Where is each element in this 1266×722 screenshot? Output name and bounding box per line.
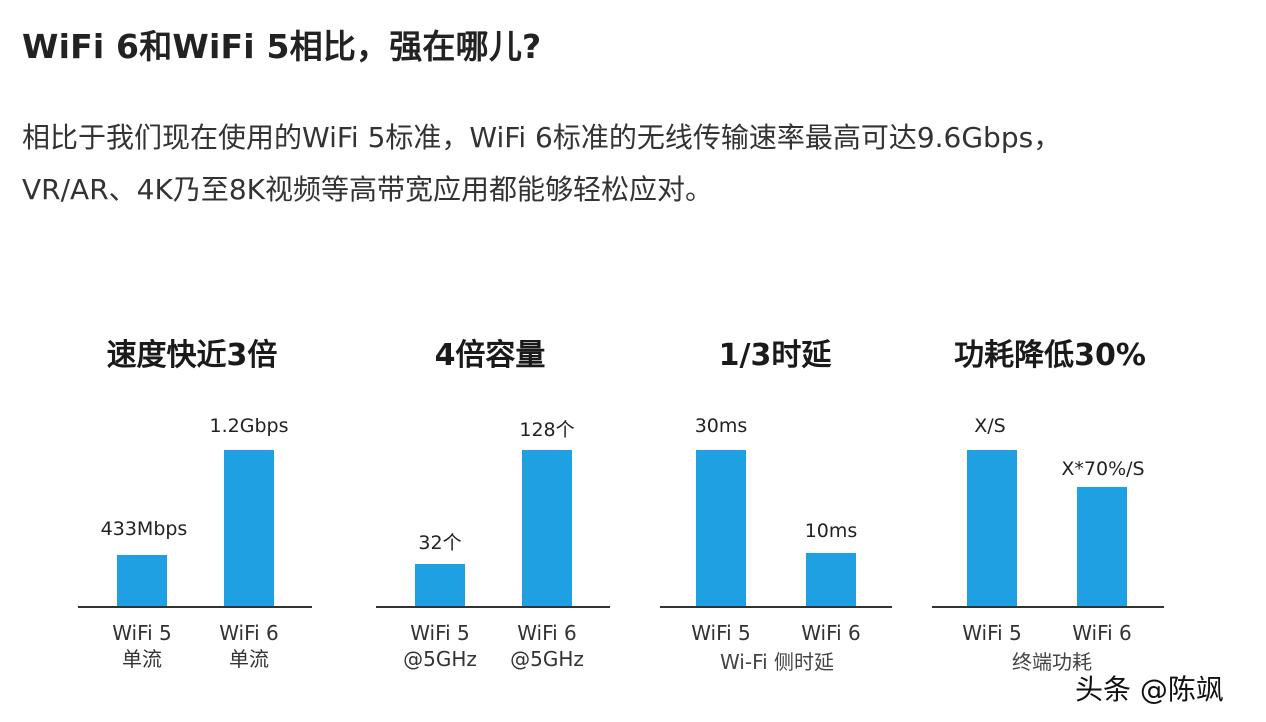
- category-label: WiFi 6: [219, 621, 279, 645]
- data-label: 433Mbps: [100, 518, 188, 540]
- bar-wifi6: [806, 553, 856, 606]
- x-axis: [932, 606, 1164, 608]
- category-sublabel: 单流: [122, 647, 162, 671]
- bar-wifi5: [415, 564, 465, 606]
- chart-speed: 速度快近3倍 433Mbps 1.2Gbps WiFi 5 单流 WiFi 6 …: [62, 330, 322, 690]
- data-label: 1.2Gbps: [209, 415, 289, 437]
- bar-wifi5: [117, 555, 167, 606]
- x-axis: [376, 606, 610, 608]
- bar-wifi6: [1077, 487, 1127, 606]
- category-label: WiFi 5: [410, 621, 470, 645]
- category-sublabel: @5GHz: [510, 647, 584, 671]
- data-label: 10ms: [804, 520, 858, 542]
- intro-paragraph: 相比于我们现在使用的WiFi 5标准，WiFi 6标准的无线传输速率最高可达9.…: [22, 112, 1222, 216]
- x-axis: [660, 606, 892, 608]
- category-sublabel: @5GHz: [403, 647, 477, 671]
- data-label: X*70%/S: [1061, 458, 1145, 480]
- paragraph-line-2: VR/AR、4K乃至8K视频等高带宽应用都能够轻松应对。: [22, 173, 714, 206]
- chart-title: 1/3时延: [718, 338, 832, 373]
- x-axis: [78, 606, 312, 608]
- bar-wifi5: [967, 450, 1017, 606]
- chart-capacity: 4倍容量 32个 128个 WiFi 5 @5GHz WiFi 6 @5GHz: [360, 330, 620, 690]
- data-label: 30ms: [694, 415, 748, 437]
- paragraph-line-1: 相比于我们现在使用的WiFi 5标准，WiFi 6标准的无线传输速率最高可达9.…: [22, 121, 1062, 154]
- bar-wifi5: [696, 450, 746, 606]
- data-label: 128个: [519, 419, 575, 441]
- data-label: 32个: [418, 532, 462, 554]
- chart-title: 4倍容量: [434, 338, 546, 373]
- watermark: 头条 @陈飒: [1075, 673, 1224, 706]
- chart-title: 速度快近3倍: [106, 338, 278, 373]
- chart-power: 功耗降低30% X/S X*70%/S WiFi 5 WiFi 6 终端功耗: [920, 330, 1180, 690]
- category-label: WiFi 6: [517, 621, 577, 645]
- category-label: WiFi 5: [112, 621, 172, 645]
- bar-wifi6: [522, 450, 572, 606]
- chart-title: 功耗降低30%: [954, 338, 1146, 373]
- category-label: WiFi 5: [962, 621, 1022, 645]
- chart-subtitle: 终端功耗: [1012, 650, 1092, 674]
- category-label: WiFi 6: [1072, 621, 1132, 645]
- chart-latency: 1/3时延 30ms 10ms WiFi 5 WiFi 6 Wi-Fi 侧时延: [645, 330, 905, 690]
- bar-wifi6: [224, 450, 274, 606]
- category-sublabel: 单流: [229, 647, 269, 671]
- data-label: X/S: [974, 415, 1006, 437]
- chart-subtitle: Wi-Fi 侧时延: [719, 650, 835, 674]
- page-title: WiFi 6和WiFi 5相比，强在哪儿?: [22, 27, 542, 66]
- category-label: WiFi 5: [691, 621, 751, 645]
- category-label: WiFi 6: [801, 621, 861, 645]
